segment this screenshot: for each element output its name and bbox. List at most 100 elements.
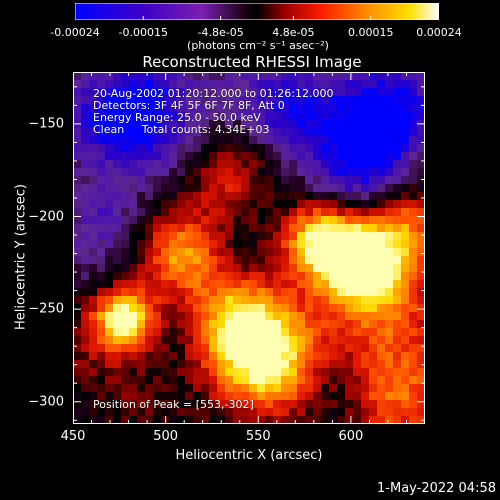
heatmap-cell: [185, 408, 194, 417]
heatmap-cell: [361, 128, 370, 137]
heatmap-cell: [185, 312, 194, 321]
heatmap-cell: [281, 168, 290, 177]
heatmap-cell: [129, 296, 138, 305]
heatmap-cell: [121, 400, 130, 409]
heatmap-cell: [305, 296, 314, 305]
heatmap-cell: [345, 128, 354, 137]
heatmap-cell: [193, 304, 202, 313]
heatmap-cell: [241, 88, 250, 97]
heatmap-cell: [257, 384, 266, 393]
heatmap-cell: [145, 88, 154, 97]
heatmap-cell: [145, 120, 154, 129]
heatmap-cell: [393, 176, 402, 185]
heatmap-cell: [185, 272, 194, 281]
heatmap-cell: [193, 240, 202, 249]
heatmap-cell: [97, 320, 106, 329]
heatmap-cell: [377, 96, 386, 105]
heatmap-cell: [137, 184, 146, 193]
heatmap-cell: [297, 304, 306, 313]
heatmap-cell: [137, 200, 146, 209]
heatmap-cell: [353, 328, 362, 337]
heatmap-cell: [273, 176, 282, 185]
heatmap-cell: [177, 360, 186, 369]
heatmap-cell: [361, 184, 370, 193]
heatmap-cell: [137, 144, 146, 153]
heatmap-cell: [81, 152, 90, 161]
heatmap-cell: [73, 360, 82, 369]
heatmap-cell: [297, 120, 306, 129]
heatmap-cell: [361, 208, 370, 217]
heatmap-cell: [361, 320, 370, 329]
heatmap-cell: [265, 224, 274, 233]
heatmap-cell: [129, 176, 138, 185]
heatmap-cell: [417, 248, 425, 257]
heatmap-cell: [249, 416, 258, 424]
heatmap-cell: [161, 256, 170, 265]
heatmap-cell: [233, 136, 242, 145]
heatmap-cell: [337, 72, 346, 81]
heatmap-cell: [369, 304, 378, 313]
heatmap-cell: [257, 400, 266, 409]
heatmap-cell: [177, 192, 186, 201]
heatmap-cell: [409, 96, 418, 105]
heatmap-cell: [169, 280, 178, 289]
heatmap-cell: [297, 368, 306, 377]
heatmap-cell: [153, 352, 162, 361]
heatmap-cell: [321, 248, 330, 257]
heatmap-cell: [97, 176, 106, 185]
heatmap-cell: [273, 248, 282, 257]
heatmap-cell: [73, 184, 82, 193]
heatmap-cell: [193, 136, 202, 145]
heatmap-cell: [81, 96, 90, 105]
heatmap-cell: [105, 128, 114, 137]
heatmap-cell: [321, 104, 330, 113]
heatmap-cell: [209, 104, 218, 113]
heatmap-cell: [169, 376, 178, 385]
heatmap-cell: [385, 120, 394, 129]
heatmap-cell: [417, 192, 425, 201]
heatmap-cell: [113, 376, 122, 385]
heatmap-cell: [417, 152, 425, 161]
heatmap-cell: [73, 352, 82, 361]
heatmap-cell: [345, 112, 354, 121]
heatmap-cell: [329, 360, 338, 369]
heatmap-cell: [265, 112, 274, 121]
heatmap-cell: [377, 128, 386, 137]
heatmap-cell: [161, 144, 170, 153]
heatmap-cell: [89, 328, 98, 337]
heatmap-cell: [273, 384, 282, 393]
heatmap-cell: [233, 336, 242, 345]
heatmap-cell: [313, 208, 322, 217]
heatmap-cell: [161, 96, 170, 105]
heatmap-cell: [313, 168, 322, 177]
heatmap-cell: [249, 328, 258, 337]
heatmap-cell: [409, 288, 418, 297]
heatmap-cell: [129, 120, 138, 129]
heatmap-cell: [273, 264, 282, 273]
heatmap-cell: [225, 312, 234, 321]
heatmap-cell: [353, 304, 362, 313]
heatmap-cell: [217, 320, 226, 329]
heatmap-cell: [305, 360, 314, 369]
heatmap-cell: [121, 312, 130, 321]
heatmap-cell: [153, 400, 162, 409]
heatmap-cell: [281, 208, 290, 217]
heatmap-cell: [137, 384, 146, 393]
heatmap-cell: [201, 120, 210, 129]
heatmap-cell: [289, 176, 298, 185]
heatmap-cell: [105, 120, 114, 129]
heatmap-cell: [185, 168, 194, 177]
heatmap-cell: [273, 256, 282, 265]
heatmap-cell: [249, 216, 258, 225]
heatmap-cell: [313, 384, 322, 393]
heatmap-cell: [145, 96, 154, 105]
heatmap-cell: [185, 88, 194, 97]
heatmap-cell: [401, 312, 410, 321]
heatmap-cell: [345, 344, 354, 353]
heatmap-cell: [217, 384, 226, 393]
heatmap-cell: [185, 328, 194, 337]
heatmap-cell: [161, 152, 170, 161]
heatmap-cell: [193, 296, 202, 305]
heatmap-cell: [313, 312, 322, 321]
heatmap-cell: [97, 96, 106, 105]
